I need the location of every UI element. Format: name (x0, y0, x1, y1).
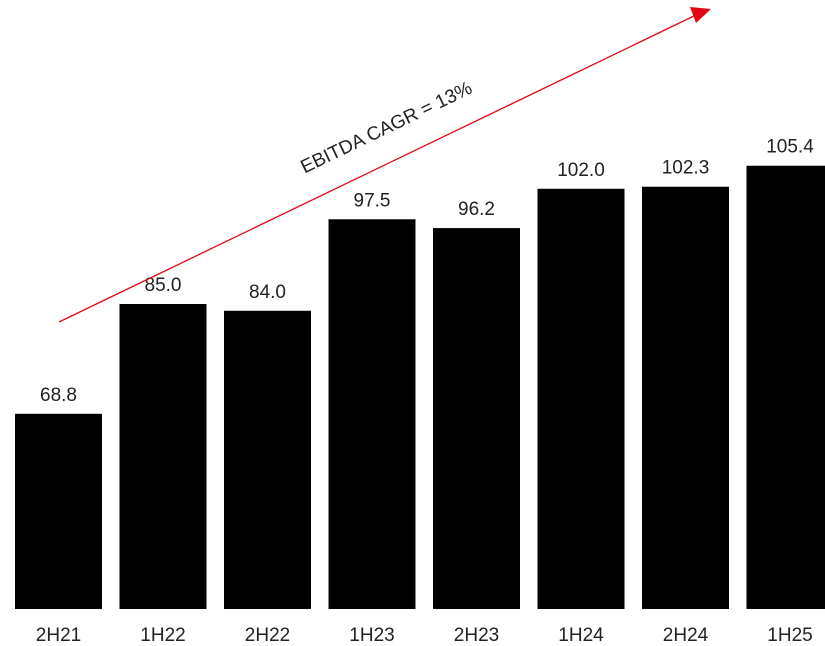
x-tick-label-2h24: 2H24 (663, 625, 709, 646)
trend-arrowhead (690, 7, 711, 23)
cagr-annotation: EBITDA CAGR = 13% (298, 78, 476, 178)
bar-1h23 (328, 219, 416, 609)
x-tick-label-2h23: 2H23 (454, 625, 499, 646)
bar-2h24 (642, 186, 729, 609)
bar-1h24 (537, 188, 625, 609)
bar-1h22 (119, 304, 207, 609)
value-labels-layer: 68.8 85.0 84.0 97.5 96.2 102.0 102.3 105.4 (40, 137, 814, 406)
bars-layer (15, 165, 825, 610)
bar-2h22 (224, 310, 311, 609)
data-label-1h24: 102.0 (557, 160, 605, 181)
x-tick-label-2h21: 2H21 (36, 625, 81, 646)
data-label-2h23: 96.2 (458, 199, 495, 220)
data-label-1h23: 97.5 (354, 190, 391, 211)
x-tick-label-2h22: 2H22 (245, 625, 290, 646)
x-tick-label-1h24: 1H24 (558, 625, 604, 646)
x-tick-label-1h22: 1H22 (140, 625, 185, 646)
data-label-1h22: 85.0 (145, 275, 182, 296)
data-label-2h22: 84.0 (249, 282, 286, 303)
bar-1h25 (746, 165, 825, 609)
bar-2h23 (433, 228, 520, 610)
data-label-1h25: 105.4 (766, 137, 814, 158)
x-tick-label-1h25: 1H25 (767, 625, 812, 646)
data-label-2h24: 102.3 (662, 158, 710, 179)
x-tick-label-1h23: 1H23 (349, 625, 394, 646)
x-tick-labels-layer: 2H21 1H22 2H22 1H23 2H23 1H24 2H24 1H25 (36, 625, 813, 646)
trend-arrow-line (58, 14, 697, 323)
data-label-2h21: 68.8 (40, 385, 77, 406)
bar-2h21 (15, 413, 102, 609)
